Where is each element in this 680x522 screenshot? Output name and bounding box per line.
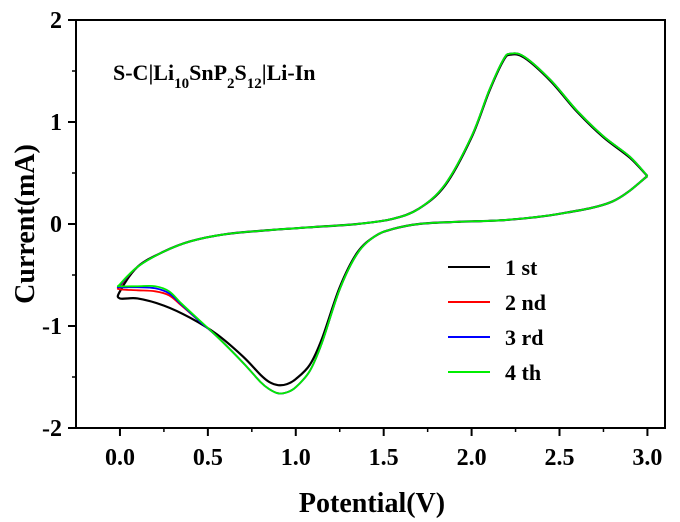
y-tick-label: 1	[50, 110, 62, 136]
cell-annotation: S-C|Li10SnP2S12|Li-In	[113, 60, 316, 92]
y-tick-labels: -2 -1 0 1 2	[42, 8, 62, 442]
y-tick-label: 2	[50, 8, 62, 34]
annotation-part: S-C|Li	[113, 60, 174, 85]
legend-label-3: 3 rd	[505, 325, 544, 350]
annotation-part: 10	[174, 76, 189, 92]
series-line-2	[116, 52, 649, 395]
x-tick-label: 3.0	[632, 445, 662, 471]
x-tick-label: 1.0	[281, 445, 311, 471]
x-tick-label: 2.5	[545, 445, 575, 471]
annotation-part: 12	[247, 76, 262, 92]
x-tick-label: 0.0	[105, 445, 135, 471]
y-tick-label: -1	[42, 314, 62, 340]
legend: 1 st 2 nd 3 rd 4 th	[448, 255, 546, 385]
x-tick-label: 2.0	[457, 445, 487, 471]
annotation-part: SnP	[189, 60, 227, 85]
legend-label-1: 1 st	[505, 255, 538, 280]
x-tick-label: 1.5	[369, 445, 399, 471]
annotation-part: 2	[227, 76, 235, 92]
legend-label-4: 4 th	[505, 360, 541, 385]
x-axis-title: Potential(V)	[299, 488, 445, 519]
x-tick-labels: 0.0 0.5 1.0 1.5 2.0 2.5 3.0	[105, 445, 662, 471]
axis-ticks	[68, 19, 649, 436]
y-tick-label: -2	[42, 416, 62, 442]
annotation-part: |Li-In	[262, 60, 316, 85]
annotation-part: S	[235, 60, 247, 85]
x-tick-label: 0.5	[193, 445, 223, 471]
series-line-4	[116, 52, 649, 395]
y-tick-label: 0	[50, 212, 62, 238]
series-line-1	[116, 53, 649, 387]
plot-curves	[116, 52, 649, 395]
y-axis-title: Current(mA)	[10, 144, 41, 304]
series-line-3	[116, 52, 649, 395]
legend-label-2: 2 nd	[505, 290, 546, 315]
